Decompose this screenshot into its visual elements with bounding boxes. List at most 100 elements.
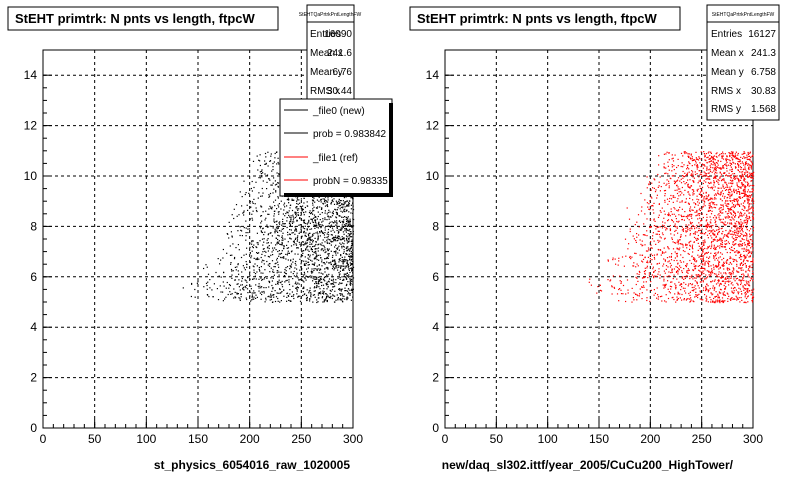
scatter-point: [312, 241, 314, 243]
scatter-point: [696, 168, 698, 170]
scatter-point: [295, 207, 297, 209]
scatter-point: [273, 161, 275, 163]
scatter-point: [743, 259, 745, 261]
scatter-point: [211, 289, 213, 291]
scatter-point: [654, 292, 656, 294]
scatter-point: [668, 275, 670, 277]
scatter-point: [316, 248, 318, 250]
scatter-point: [689, 197, 691, 199]
scatter-point: [654, 269, 656, 272]
scatter-point: [339, 215, 341, 217]
scatter-point: [296, 268, 298, 270]
scatter-point: [292, 232, 294, 234]
scatter-point: [714, 177, 716, 179]
scatter-point: [725, 235, 728, 237]
scatter-point: [675, 172, 677, 175]
scatter-point: [344, 202, 346, 204]
scatter-point: [693, 193, 695, 195]
scatter-point: [667, 173, 669, 175]
scatter-point: [715, 265, 717, 267]
scatter-point: [736, 157, 738, 160]
scatter-point: [698, 227, 700, 229]
scatter-point: [287, 250, 289, 252]
scatter-point: [739, 230, 741, 232]
scatter-point: [324, 247, 326, 249]
scatter-point: [324, 276, 326, 278]
scatter-point: [291, 295, 293, 297]
scatter-point: [348, 235, 350, 237]
scatter-point: [296, 206, 298, 208]
scatter-point: [334, 285, 336, 287]
scatter-point: [278, 242, 280, 244]
scatter-point: [745, 221, 747, 223]
scatter-point: [636, 263, 638, 265]
scatter-point: [733, 219, 735, 221]
scatter-point: [747, 291, 749, 294]
scatter-point: [747, 210, 749, 212]
scatter-point: [347, 233, 349, 235]
scatter-point: [743, 180, 745, 182]
scatter-point: [339, 204, 341, 207]
scatter-point: [322, 232, 324, 234]
scatter-point: [311, 268, 313, 270]
scatter-point: [271, 260, 274, 262]
scatter-point: [301, 209, 303, 211]
scatter-point: [273, 294, 275, 296]
scatter-point: [747, 171, 749, 173]
scatter-point: [710, 160, 712, 162]
scatter-point: [308, 264, 310, 266]
scatter-point: [335, 244, 337, 246]
scatter-point: [341, 238, 343, 240]
scatter-point: [277, 197, 279, 199]
scatter-point: [674, 283, 676, 285]
scatter-point: [752, 299, 754, 302]
scatter-point: [731, 168, 733, 170]
scatter-point: [611, 293, 613, 295]
scatter-point: [699, 265, 701, 267]
scatter-point: [709, 161, 711, 163]
scatter-point: [275, 262, 277, 264]
scatter-point: [698, 256, 700, 258]
scatter-point: [327, 267, 329, 269]
scatter-point: [748, 198, 750, 200]
scatter-point: [679, 260, 681, 262]
scatter-point: [707, 289, 709, 291]
scatter-point: [296, 208, 298, 210]
scatter-point: [722, 276, 724, 279]
scatter-point: [338, 288, 340, 290]
scatter-point: [256, 271, 258, 273]
scatter-point: [693, 263, 695, 265]
scatter-point: [261, 253, 263, 255]
scatter-point: [338, 229, 340, 231]
scatter-point: [709, 275, 711, 277]
scatter-point: [293, 242, 295, 244]
scatter-point: [665, 251, 667, 253]
scatter-point: [305, 222, 307, 225]
scatter-point: [265, 299, 267, 301]
scatter-point: [324, 199, 326, 201]
scatter-point: [733, 286, 735, 289]
scatter-point: [344, 267, 346, 269]
scatter-point: [752, 270, 754, 272]
scatter-point: [309, 222, 311, 224]
scatter-point: [338, 258, 340, 260]
scatter-point: [729, 256, 731, 258]
scatter-point: [694, 260, 696, 262]
scatter-point: [249, 218, 251, 220]
scatter-point: [679, 239, 681, 241]
scatter-point: [730, 277, 732, 279]
scatter-point: [617, 264, 619, 266]
scatter-point: [307, 239, 309, 242]
scatter-point: [335, 235, 337, 237]
scatter-point: [312, 233, 314, 235]
scatter-point: [706, 225, 709, 227]
scatter-point: [226, 281, 228, 284]
scatter-point: [301, 255, 304, 257]
scatter-point: [309, 238, 311, 240]
scatter-point: [287, 259, 289, 261]
scatter-point: [298, 279, 300, 281]
scatter-point: [744, 152, 746, 154]
scatter-point: [716, 180, 718, 182]
scatter-point: [752, 225, 754, 228]
